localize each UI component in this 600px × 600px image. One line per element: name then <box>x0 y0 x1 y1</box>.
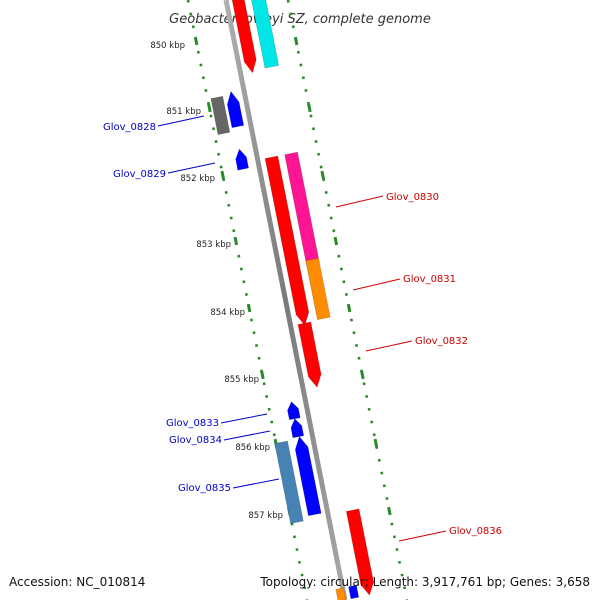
kbp-label-857: 857 kbp <box>248 511 283 521</box>
feature-bar-bottom-blue <box>348 584 360 600</box>
major-tick-left <box>193 36 199 46</box>
cds-arrow-glov-0833 <box>287 401 301 421</box>
cds-arrow-glov-0829 <box>235 148 250 171</box>
major-tick-right <box>320 170 325 180</box>
major-tick-right <box>307 103 312 113</box>
kbp-label-851: 851 kbp <box>166 107 201 117</box>
cds-arrow-glov-0835 <box>294 435 322 517</box>
gene-link-glov-0836[interactable]: Glov_0836 <box>449 526 502 537</box>
major-tick-right <box>387 506 392 516</box>
accession-text: Accession: NC_010814 <box>9 575 145 589</box>
feature-bar-top-cyan <box>251 0 280 69</box>
gene-link-glov-0834[interactable]: Glov_0834 <box>169 435 222 446</box>
cds-arrow-glov-0834 <box>290 417 305 439</box>
kbp-scale: 850 kbp 851 kbp 852 kbp 853 kbp 854 kbp … <box>150 41 283 521</box>
cds-arrow-glov-0830 <box>264 155 310 327</box>
gene-link-glov-0828[interactable]: Glov_0828 <box>103 122 156 133</box>
major-tick-right <box>293 36 299 46</box>
gene-link-glov-0832[interactable]: Glov_0832 <box>415 336 468 347</box>
feature-layer <box>210 0 375 600</box>
feature-bar-pink-0830 <box>284 151 320 266</box>
feature-bar-gray-0828 <box>210 95 231 136</box>
cds-arrow-glov-0832 <box>297 321 322 389</box>
map-title: Geobacter lovleyi SZ, complete genome <box>169 12 431 27</box>
gene-link-glov-0831[interactable]: Glov_0831 <box>403 274 456 285</box>
major-tick-left <box>207 103 212 113</box>
leader-glov-0833 <box>220 413 268 424</box>
leader-glov-0835 <box>232 478 280 489</box>
leader-glov-0832 <box>365 340 413 352</box>
major-tick-left <box>233 236 239 246</box>
major-tick-left <box>260 370 265 380</box>
genome-summary-text: Topology: circular; Length: 3,917,761 bp… <box>259 575 590 589</box>
feature-bar-steelblue-0835 <box>274 440 304 524</box>
kbp-label-853: 853 kbp <box>196 240 231 250</box>
leader-glov-0834 <box>223 430 271 441</box>
major-tick-right <box>360 370 365 380</box>
feature-bar-orange-0831 <box>305 257 331 321</box>
kbp-label-854: 854 kbp <box>210 308 245 318</box>
major-tick-left <box>246 303 252 313</box>
leader-glov-0831 <box>352 278 401 291</box>
major-tick-right <box>346 303 352 313</box>
leader-glov-0836 <box>398 530 447 542</box>
kbp-label-850: 850 kbp <box>150 41 185 51</box>
genome-backbone <box>223 0 348 600</box>
major-tick-left <box>220 170 225 180</box>
kbp-label-855: 855 kbp <box>224 375 259 385</box>
kbp-label-856: 856 kbp <box>235 443 270 453</box>
major-tick-right <box>373 438 379 448</box>
gene-link-glov-0833[interactable]: Glov_0833 <box>166 418 219 429</box>
major-tick-right <box>333 236 339 246</box>
gene-link-glov-0829[interactable]: Glov_0829 <box>113 169 166 180</box>
leader-glov-0829 <box>167 162 216 174</box>
cds-arrow-glov-0828 <box>226 90 245 129</box>
gene-leader-lines <box>157 115 447 542</box>
cds-arrow-top-forward <box>231 0 257 74</box>
gene-labels: Glov_0828 Glov_0829 Glov_0830 Glov_0831 … <box>103 122 502 537</box>
kbp-label-852: 852 kbp <box>180 174 215 184</box>
leader-glov-0830 <box>335 195 384 208</box>
gene-link-glov-0830[interactable]: Glov_0830 <box>386 192 439 203</box>
leader-glov-0828 <box>157 115 205 127</box>
gene-link-glov-0835[interactable]: Glov_0835 <box>178 483 231 494</box>
cds-arrow-glov-0836 <box>345 508 375 596</box>
